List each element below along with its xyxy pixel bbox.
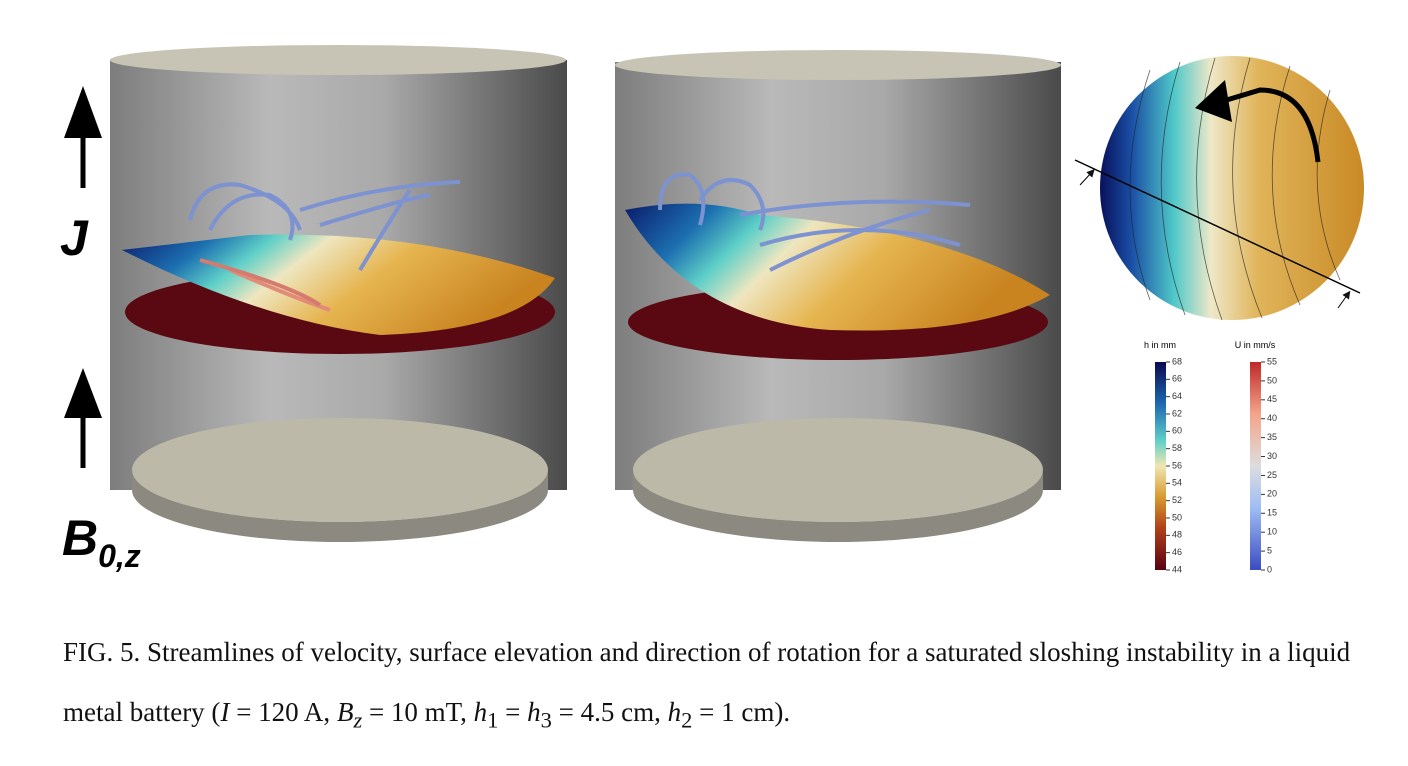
caption-part: = 120 A,: [229, 697, 337, 727]
tick-label: 44: [1172, 564, 1182, 574]
caption-part: 2: [681, 707, 693, 733]
colorbar-title: h in mm: [1144, 340, 1176, 350]
cylinder-2: [615, 50, 1061, 542]
tick-label: 35: [1267, 432, 1277, 442]
tick-label: 25: [1267, 470, 1277, 480]
tick-label: 66: [1172, 374, 1182, 384]
tick-label: 15: [1267, 508, 1277, 518]
tick-label: 50: [1172, 512, 1182, 522]
tick-label: 58: [1172, 443, 1182, 453]
caption-part: 1: [487, 707, 499, 733]
caption-part: = 4.5 cm,: [551, 697, 668, 727]
tick-label: 62: [1172, 408, 1182, 418]
caption-part: FIG. 5. Streamlines of velocity, surface…: [63, 637, 1351, 727]
tick-label: 46: [1172, 547, 1182, 557]
caption-part: = 1 cm).: [692, 697, 791, 727]
figure: J B0,z: [60, 45, 1364, 574]
colorbar-title: U in mm/s: [1235, 340, 1276, 350]
tick-label: 40: [1267, 413, 1277, 423]
cylinder-1: [110, 45, 567, 542]
current-label: J: [60, 210, 89, 266]
caption: FIG. 5. Streamlines of velocity, surface…: [63, 622, 1383, 750]
caption-part: h: [667, 697, 682, 727]
tick-label: 45: [1267, 394, 1277, 404]
elevation-map: [1074, 56, 1364, 321]
tick-label: 20: [1267, 489, 1277, 499]
tick-label: 48: [1172, 530, 1182, 540]
caption-part: h: [527, 697, 541, 727]
tick-label: 68: [1172, 356, 1182, 366]
tick-label: 55: [1267, 356, 1277, 366]
caption-part: h: [473, 697, 488, 727]
caption-part: =: [498, 697, 528, 727]
arrow-icons: [64, 86, 102, 468]
tick-label: 60: [1172, 426, 1182, 436]
caption-part: z: [353, 707, 363, 733]
caption-part: = 10 mT,: [362, 697, 474, 727]
tick-label: 10: [1267, 527, 1277, 537]
caption-part: z: [353, 707, 362, 732]
caption-part: 3: [540, 707, 552, 733]
tick-label: 0: [1267, 564, 1272, 574]
field-label: B0,z: [62, 510, 141, 574]
tick-label: 5: [1267, 545, 1272, 555]
caption-part: B: [336, 697, 354, 727]
tick-label: 56: [1172, 460, 1182, 470]
caption-part: I: [220, 697, 230, 727]
tick-label: 50: [1267, 375, 1277, 385]
h-colorbar: h in mm 68 66 64 62 60 58 56 54 52 50 48 46 44: [1144, 340, 1182, 574]
tick-label: 52: [1172, 495, 1182, 505]
tick-label: 30: [1267, 451, 1277, 461]
tick-label: 54: [1172, 478, 1182, 488]
tick-label: 64: [1172, 391, 1182, 401]
